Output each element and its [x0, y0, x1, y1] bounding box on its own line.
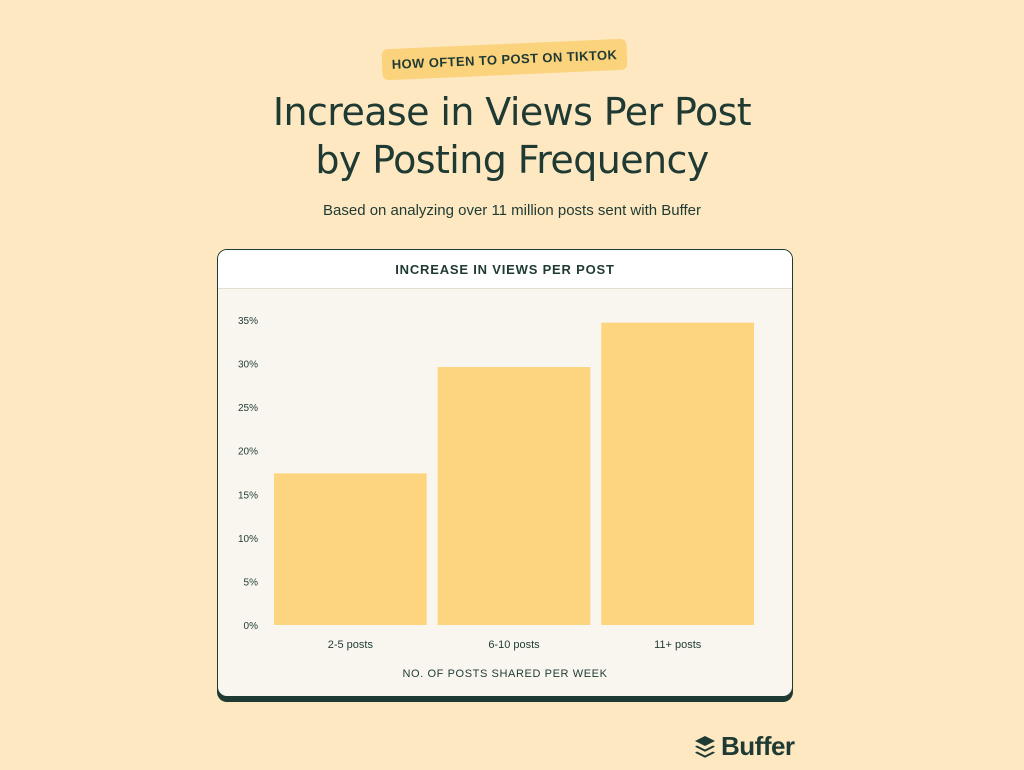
title-line-1: Increase in Views Per Post	[272, 90, 752, 134]
bar	[274, 473, 427, 625]
x-axis-label: NO. OF POSTS SHARED PER WEEK	[402, 668, 608, 680]
buffer-logo: Buffer	[694, 731, 795, 762]
y-tick-label: 35%	[238, 316, 258, 327]
page-subtitle: Based on analyzing over 11 million posts…	[323, 202, 701, 219]
page-title: Increase in Views Per Post by Posting Fr…	[0, 88, 1024, 184]
y-tick-label: 0%	[244, 621, 259, 632]
x-tick-label: 2-5 posts	[328, 639, 374, 651]
x-tick-label: 11+ posts	[654, 639, 702, 651]
topic-tag: HOW OFTEN TO POST ON TIKTOK	[381, 38, 628, 81]
y-tick-label: 20%	[238, 447, 258, 458]
y-tick-label: 15%	[238, 490, 258, 501]
x-tick-label: 6-10 posts	[488, 639, 540, 651]
chart-title: INCREASE IN VIEWS PER POST	[218, 250, 792, 289]
brand-name: Buffer	[721, 731, 795, 761]
y-tick-label: 5%	[244, 577, 259, 588]
y-tick-label: 10%	[238, 534, 258, 545]
stacked-layers-icon	[695, 735, 715, 758]
chart-card: INCREASE IN VIEWS PER POST 0% 5% 10% 15% 20%…	[217, 249, 793, 697]
bar	[437, 367, 591, 625]
y-tick-label: 30%	[238, 360, 258, 371]
bar-chart: 0% 5% 10% 15% 20% 25% 30% 35% 2-5 posts 6-10 post…	[238, 316, 754, 651]
bar	[601, 322, 754, 625]
title-line-2: by Posting Frequency	[315, 138, 709, 182]
y-tick-label: 25%	[238, 403, 258, 414]
